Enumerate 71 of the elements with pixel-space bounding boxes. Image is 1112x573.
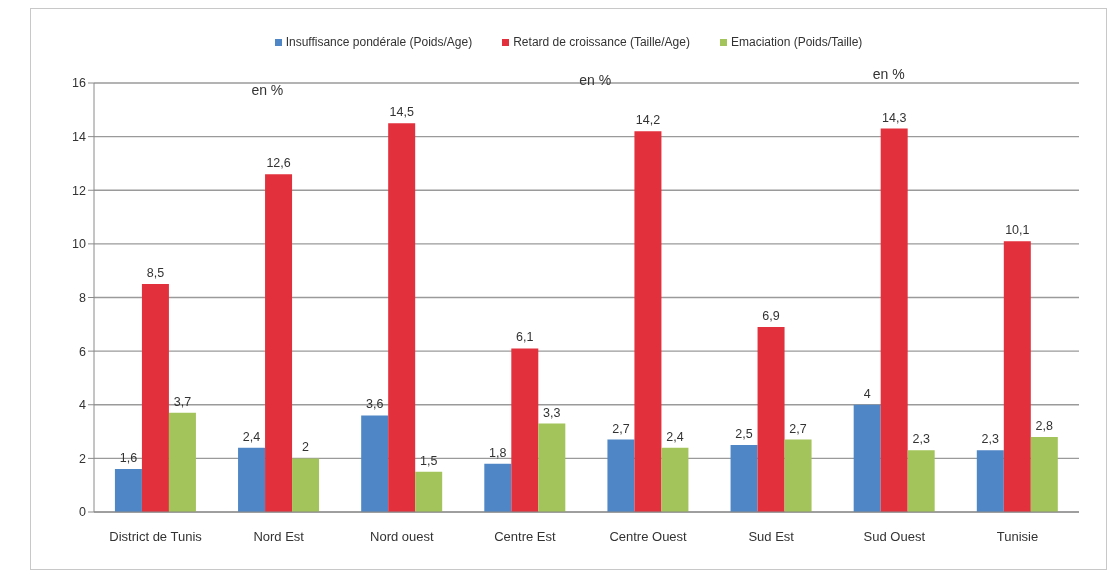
- data-label: 3,3: [543, 405, 561, 420]
- x-tick-label: Nord Est: [253, 529, 305, 545]
- bar: [292, 458, 320, 512]
- bar: [784, 439, 812, 512]
- bar: [730, 444, 758, 512]
- data-label: 12,6: [266, 156, 291, 171]
- data-label: 3,7: [173, 394, 192, 409]
- y-tick-label: 0: [79, 505, 87, 520]
- bar: [607, 439, 635, 512]
- y-tick-label: 10: [72, 237, 87, 252]
- data-label: 3,6: [365, 397, 384, 412]
- bar: [265, 174, 293, 512]
- legend-label: Insuffisance pondérale (Poids/Age): [285, 35, 473, 49]
- x-tick-label: Tunisie: [996, 529, 1039, 545]
- bar: [484, 463, 512, 512]
- bar: [361, 415, 389, 512]
- legend-label: Retard de croissance (Taille/Age): [513, 35, 690, 49]
- x-tick-label: Centre Ouest: [609, 529, 688, 545]
- y-tick-label: 16: [72, 76, 87, 91]
- x-tick-label: Sud Est: [748, 529, 795, 545]
- bar: [853, 404, 881, 512]
- data-label: 14,3: [882, 110, 907, 125]
- bar: [511, 348, 539, 512]
- data-label: 2,4: [666, 429, 684, 444]
- text: en %: [872, 66, 905, 83]
- data-label: 2,3: [981, 432, 1000, 447]
- y-tick-label: 4: [79, 398, 87, 413]
- x-tick-label: Centre Est: [494, 529, 557, 545]
- bar: [880, 128, 908, 512]
- bar: [168, 412, 196, 512]
- data-label: 4: [863, 386, 871, 401]
- data-label: 2: [302, 440, 310, 455]
- bar: [757, 326, 785, 512]
- data-label: 1,8: [489, 445, 507, 460]
- x-tick-label: District de Tunis: [109, 529, 203, 545]
- legend-label: Emaciation (Poids/Taille): [730, 35, 863, 49]
- bar: [388, 123, 416, 512]
- x-tick-label: Nord ouest: [370, 529, 434, 545]
- data-label: 6,1: [516, 330, 534, 345]
- bar: [1030, 436, 1058, 512]
- bar: [415, 471, 443, 512]
- bar: [238, 447, 266, 512]
- x-tick-label: Sud Ouest: [863, 529, 926, 545]
- y-tick-label: 8: [79, 290, 87, 305]
- data-label: 6,9: [762, 308, 780, 323]
- data-label: 2,7: [789, 421, 807, 436]
- data-label: 1,6: [119, 451, 138, 466]
- data-label: 10,1: [1005, 223, 1030, 238]
- bar: [114, 469, 142, 512]
- bar: [1003, 241, 1031, 512]
- bar: [907, 450, 935, 512]
- data-label: 2,5: [735, 426, 753, 441]
- data-label: 1,5: [419, 453, 438, 468]
- y-tick-label: 6: [79, 344, 87, 359]
- y-tick-label: 2: [79, 451, 87, 466]
- bar: [661, 447, 689, 512]
- bar: [634, 131, 662, 512]
- data-label: 2,7: [612, 421, 630, 436]
- bar: [976, 450, 1004, 512]
- data-label: 14,2: [635, 113, 661, 128]
- annotation: en %: [579, 72, 612, 89]
- y-tick-label: 12: [72, 183, 87, 198]
- data-label: 2,4: [242, 429, 261, 444]
- bar: [141, 284, 169, 512]
- data-label: 14,5: [389, 105, 414, 120]
- annotation: en %: [251, 82, 284, 99]
- data-label: 2,8: [1035, 418, 1054, 433]
- data-label: 2,3: [912, 432, 930, 447]
- data-label: 8,5: [146, 266, 165, 281]
- bar: [538, 423, 566, 512]
- y-tick-label: 14: [72, 130, 87, 145]
